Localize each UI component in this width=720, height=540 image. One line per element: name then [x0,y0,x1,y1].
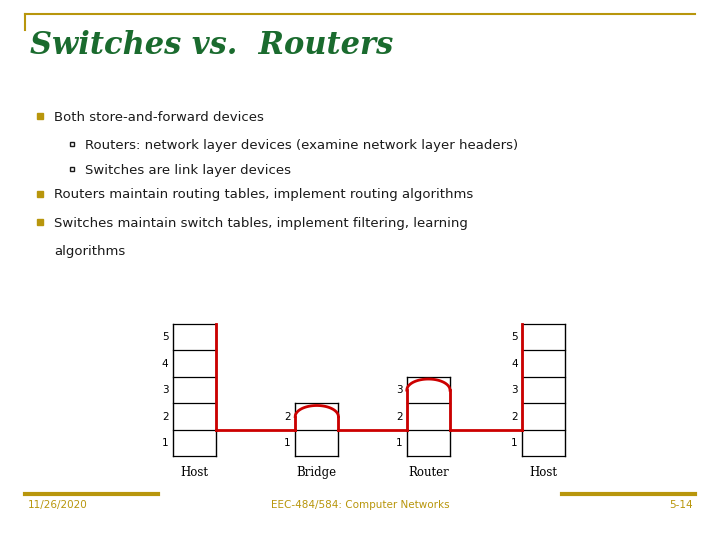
Text: 3: 3 [162,385,168,395]
Text: 5: 5 [511,332,518,342]
Text: 2: 2 [511,411,518,422]
Text: Host: Host [530,466,557,479]
Text: EEC-484/584: Computer Networks: EEC-484/584: Computer Networks [271,500,449,510]
Text: 2: 2 [396,411,402,422]
Text: 4: 4 [162,359,168,369]
Text: Switches maintain switch tables, implement filtering, learning: Switches maintain switch tables, impleme… [54,217,468,230]
Text: Switches vs.  Routers: Switches vs. Routers [30,30,394,60]
Text: 5-14: 5-14 [669,500,693,510]
Text: Routers: network layer devices (examine network layer headers): Routers: network layer devices (examine … [85,139,518,152]
Text: 2: 2 [284,411,291,422]
Text: Router: Router [408,466,449,479]
Text: Routers maintain routing tables, implement routing algorithms: Routers maintain routing tables, impleme… [54,188,473,201]
Text: Bridge: Bridge [297,466,337,479]
Text: 2: 2 [162,411,168,422]
Text: 3: 3 [396,385,402,395]
Text: 1: 1 [511,438,518,448]
Text: 5: 5 [162,332,168,342]
Text: Both store-and-forward devices: Both store-and-forward devices [54,111,264,124]
Text: 11/26/2020: 11/26/2020 [27,500,87,510]
Text: 1: 1 [162,438,168,448]
Text: Host: Host [181,466,208,479]
Text: 1: 1 [396,438,402,448]
Text: 3: 3 [511,385,518,395]
Text: 4: 4 [511,359,518,369]
Text: algorithms: algorithms [54,245,125,258]
Text: Switches are link layer devices: Switches are link layer devices [85,164,291,177]
Text: 1: 1 [284,438,291,448]
